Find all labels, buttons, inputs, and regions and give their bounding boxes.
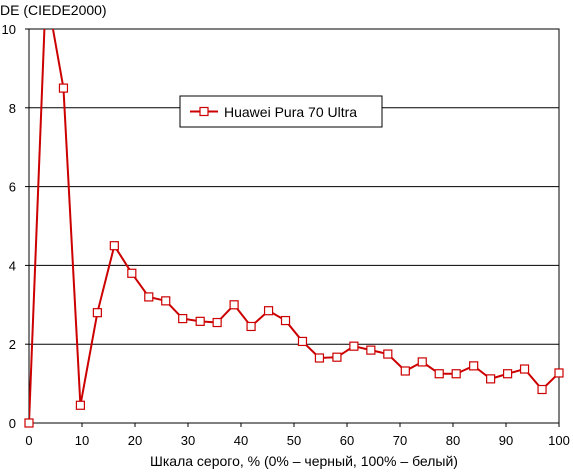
legend-label: Huawei Pura 70 Ultra [224,104,357,120]
y-tick-label-10: 10 [2,22,16,37]
y-tick-label-2: 2 [9,337,16,352]
x-tick-label-80: 80 [446,433,460,448]
data-point-0-13 [246,321,256,332]
x-tick-label-70: 70 [393,433,407,448]
data-point-0-21 [383,349,393,359]
data-point-0-18 [332,352,342,362]
y-tick-label-4: 4 [9,258,16,273]
x-tick-label-90: 90 [499,433,513,448]
data-point-0-27 [486,374,496,384]
series-layer [24,29,564,428]
x-axis-ticks: 0 10 20 30 40 50 60 70 80 90 100 [25,423,570,448]
data-point-0-24 [434,369,444,379]
y-axis-ticks: 0 2 4 6 8 10 [2,22,29,431]
data-point-0-17 [314,353,325,363]
data-point-0-26 [469,361,479,371]
data-point-0-6 [127,268,137,278]
x-tick-label-10: 10 [75,433,89,448]
y-tick-label-8: 8 [9,101,16,116]
x-tick-label-100: 100 [548,433,570,448]
series-line-0 [29,29,559,423]
y-axis-title: DE (CIEDE2000) [0,2,107,18]
data-point-0-28 [502,369,513,379]
data-point-0-15 [280,315,291,326]
y-tick-label-6: 6 [9,180,16,195]
data-point-0-22 [400,366,410,376]
data-point-0-0 [24,418,34,428]
data-point-0-7 [144,292,154,302]
legend: Huawei Pura 70 Ultra [179,95,383,128]
data-point-0-12 [229,300,239,310]
data-point-0-8 [161,296,171,306]
data-point-0-23 [417,357,427,367]
grid-lines [29,107,559,345]
x-tick-label-60: 60 [340,433,354,448]
data-point-0-5 [109,241,119,251]
data-point-0-3 [75,400,86,410]
y-tick-label-0: 0 [9,416,16,431]
data-point-0-16 [297,336,308,347]
x-tick-label-40: 40 [234,433,248,448]
legend-marker [199,106,209,117]
x-tick-label-0: 0 [25,433,32,448]
x-axis-title: Шкала серого, % (0% – черный, 100% – бел… [150,453,458,469]
plot-frame [28,28,560,424]
data-point-0-11 [212,317,222,328]
data-point-0-2 [58,83,69,93]
x-tick-label-50: 50 [287,433,301,448]
data-point-0-9 [178,313,188,324]
data-point-0-19 [349,341,359,351]
data-point-0-25 [451,369,461,379]
data-point-0-29 [519,364,530,374]
data-point-0-20 [366,345,376,355]
data-point-0-4 [92,308,102,318]
data-point-0-14 [263,306,274,316]
data-point-0-10 [195,316,205,326]
x-tick-label-30: 30 [181,433,195,448]
data-point-0-30 [537,384,547,395]
x-tick-label-20: 20 [128,433,142,448]
data-point-0-31 [554,368,564,378]
